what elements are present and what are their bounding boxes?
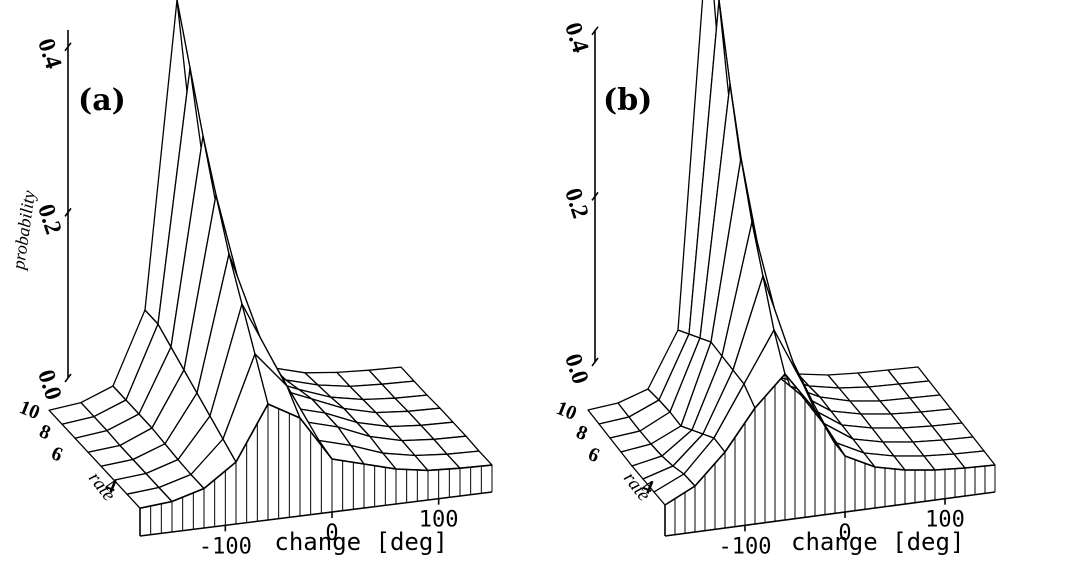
z-tick-label: 0.2 <box>559 185 593 222</box>
z-tick <box>591 26 599 36</box>
x-tick-label: -100 <box>199 534 252 559</box>
y-tick-label: 6 <box>48 442 66 466</box>
z-tick-label: 0.4 <box>32 35 66 72</box>
y-tick-label: 8 <box>36 420 54 444</box>
z-tick-label: 0.2 <box>32 201 66 238</box>
z-tick-label: 0.4 <box>559 19 593 56</box>
x-axis-line <box>664 491 996 537</box>
z-axis-label: probability <box>8 189 39 272</box>
x-tick-label: -100 <box>719 534 772 559</box>
y-tick-label: 8 <box>573 421 591 445</box>
panel-label: (a) <box>78 83 126 118</box>
x-axis-label: change [deg] <box>791 528 964 556</box>
x-tick-label: 100 <box>419 508 459 533</box>
z-tick-label: 0.0 <box>559 351 593 388</box>
front-edge <box>664 372 996 506</box>
front-edge <box>139 402 493 509</box>
y-tick-label: 10 <box>553 397 580 425</box>
x-tick-label: 0 <box>838 521 851 546</box>
z-tick <box>591 191 599 201</box>
y-tick-label: 6 <box>585 443 603 467</box>
y-tick-label: 10 <box>16 396 43 424</box>
panel-label: (b) <box>603 83 652 118</box>
x-tick-label: 100 <box>925 508 965 533</box>
z-tick <box>64 207 72 217</box>
x-tick-label: 0 <box>325 521 338 546</box>
z-tick <box>64 373 72 383</box>
x-axis-label: change [deg] <box>274 528 447 556</box>
x-axis-line <box>139 491 493 537</box>
z-tick <box>64 42 72 52</box>
z-tick <box>591 357 599 367</box>
z-tick-label: 0.0 <box>32 367 66 404</box>
